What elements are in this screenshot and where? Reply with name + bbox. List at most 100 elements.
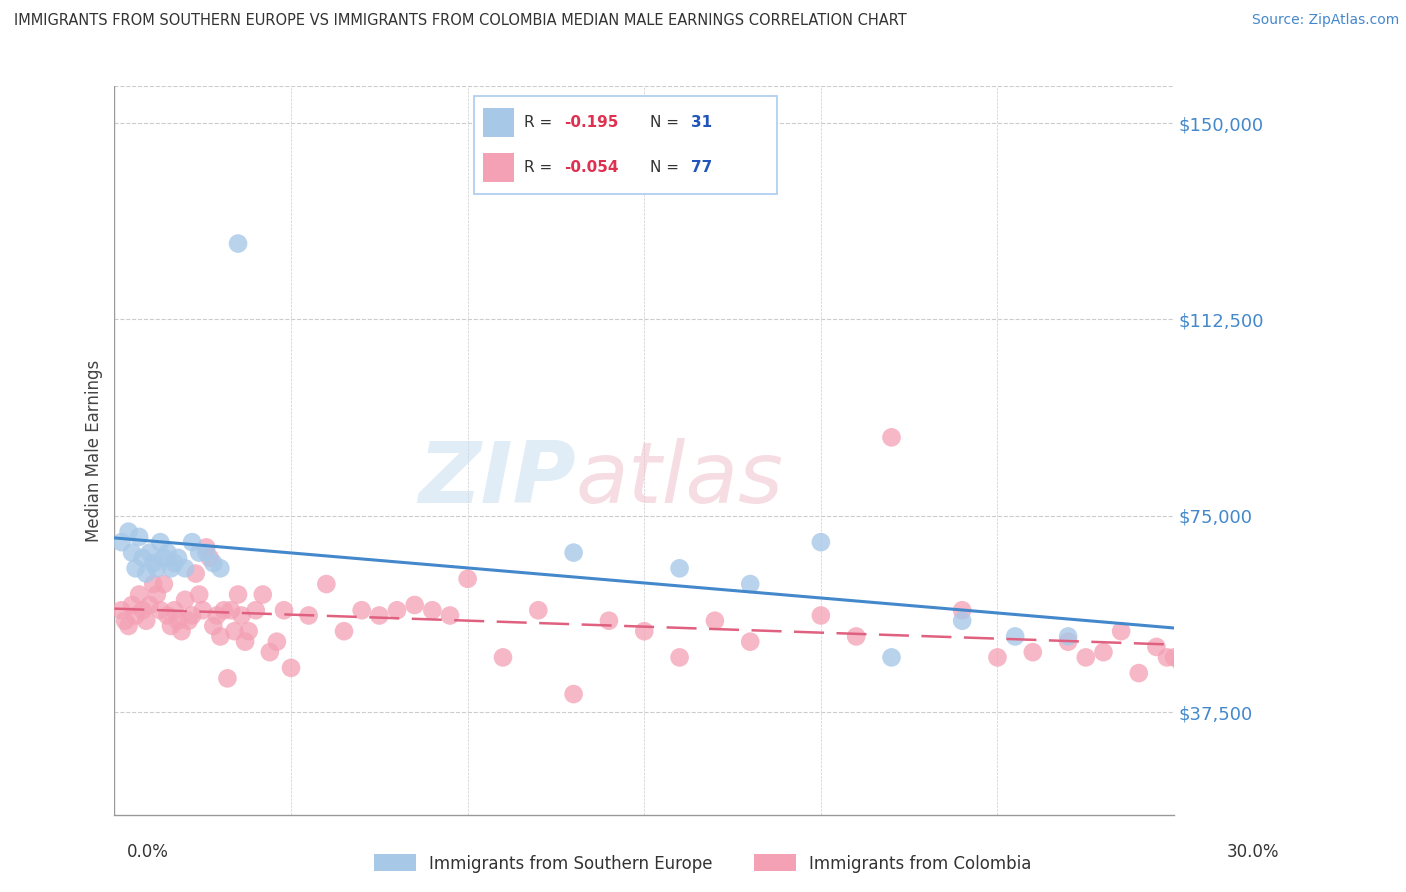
Point bbox=[177, 614, 200, 628]
Point bbox=[1170, 656, 1192, 670]
FancyBboxPatch shape bbox=[474, 95, 778, 194]
Point bbox=[439, 608, 461, 623]
Point bbox=[562, 687, 585, 701]
Point bbox=[174, 592, 197, 607]
Point bbox=[121, 598, 143, 612]
Point bbox=[110, 535, 132, 549]
Point bbox=[212, 603, 235, 617]
Point bbox=[1163, 650, 1185, 665]
Point bbox=[209, 561, 232, 575]
Point bbox=[146, 588, 169, 602]
Point bbox=[562, 546, 585, 560]
Point bbox=[266, 634, 288, 648]
Text: atlas: atlas bbox=[575, 438, 783, 521]
Point bbox=[224, 624, 246, 639]
Point bbox=[1092, 645, 1115, 659]
Point bbox=[740, 634, 762, 648]
Point bbox=[138, 598, 160, 612]
Point bbox=[1181, 656, 1204, 670]
Text: 77: 77 bbox=[690, 160, 711, 175]
Point bbox=[880, 650, 903, 665]
Point bbox=[845, 629, 868, 643]
Text: N =: N = bbox=[651, 160, 679, 175]
Point bbox=[238, 624, 260, 639]
Point bbox=[191, 603, 214, 617]
Text: IMMIGRANTS FROM SOUTHERN EUROPE VS IMMIGRANTS FROM COLOMBIA MEDIAN MALE EARNINGS: IMMIGRANTS FROM SOUTHERN EUROPE VS IMMIG… bbox=[14, 13, 907, 29]
Point bbox=[124, 561, 146, 575]
Point bbox=[1022, 645, 1045, 659]
Point bbox=[950, 614, 973, 628]
Point bbox=[181, 535, 204, 549]
Point bbox=[404, 598, 426, 612]
Point bbox=[217, 671, 239, 685]
Point bbox=[226, 236, 249, 251]
Point bbox=[880, 430, 903, 444]
Point bbox=[142, 556, 165, 570]
Point bbox=[1146, 640, 1168, 654]
Point bbox=[273, 603, 295, 617]
Point bbox=[527, 603, 550, 617]
Point bbox=[184, 566, 207, 581]
Point bbox=[950, 603, 973, 617]
Point bbox=[117, 619, 139, 633]
Point bbox=[1156, 650, 1178, 665]
Point bbox=[209, 629, 232, 643]
Point bbox=[142, 577, 165, 591]
Point bbox=[195, 546, 218, 560]
Point bbox=[1004, 629, 1026, 643]
Point bbox=[1074, 650, 1097, 665]
Point bbox=[233, 634, 256, 648]
Point bbox=[457, 572, 479, 586]
Point bbox=[174, 561, 197, 575]
Point bbox=[128, 588, 150, 602]
Point bbox=[121, 546, 143, 560]
Text: 30.0%: 30.0% bbox=[1227, 843, 1279, 861]
Point bbox=[163, 603, 186, 617]
Point bbox=[385, 603, 408, 617]
Point bbox=[170, 624, 193, 639]
Point bbox=[135, 566, 157, 581]
Point bbox=[128, 530, 150, 544]
Point bbox=[124, 608, 146, 623]
Point bbox=[146, 561, 169, 575]
Point bbox=[149, 535, 172, 549]
Point bbox=[160, 619, 183, 633]
Point bbox=[810, 608, 832, 623]
Point bbox=[110, 603, 132, 617]
Text: R =: R = bbox=[523, 115, 551, 130]
Point bbox=[131, 550, 153, 565]
Point bbox=[188, 546, 211, 560]
Point bbox=[633, 624, 655, 639]
Point bbox=[315, 577, 337, 591]
Point bbox=[131, 603, 153, 617]
Point bbox=[703, 614, 725, 628]
Text: 0.0%: 0.0% bbox=[127, 843, 169, 861]
Point bbox=[252, 588, 274, 602]
Point bbox=[135, 614, 157, 628]
Point bbox=[1057, 629, 1080, 643]
Point bbox=[198, 550, 221, 565]
Point bbox=[202, 556, 225, 570]
Point bbox=[668, 650, 690, 665]
Point bbox=[333, 624, 356, 639]
Point bbox=[181, 608, 204, 623]
Text: N =: N = bbox=[651, 115, 679, 130]
Point bbox=[156, 608, 179, 623]
Point bbox=[740, 577, 762, 591]
Point bbox=[188, 588, 211, 602]
Point bbox=[350, 603, 373, 617]
Point bbox=[167, 550, 190, 565]
Point bbox=[114, 614, 136, 628]
Y-axis label: Median Male Earnings: Median Male Earnings bbox=[86, 359, 103, 541]
Point bbox=[810, 535, 832, 549]
Point bbox=[149, 603, 172, 617]
Point bbox=[492, 650, 515, 665]
Point bbox=[1128, 666, 1150, 681]
Point bbox=[160, 561, 183, 575]
Point bbox=[259, 645, 281, 659]
Point bbox=[368, 608, 391, 623]
Point bbox=[219, 603, 242, 617]
Text: R =: R = bbox=[523, 160, 551, 175]
Point bbox=[598, 614, 620, 628]
Point bbox=[205, 608, 228, 623]
